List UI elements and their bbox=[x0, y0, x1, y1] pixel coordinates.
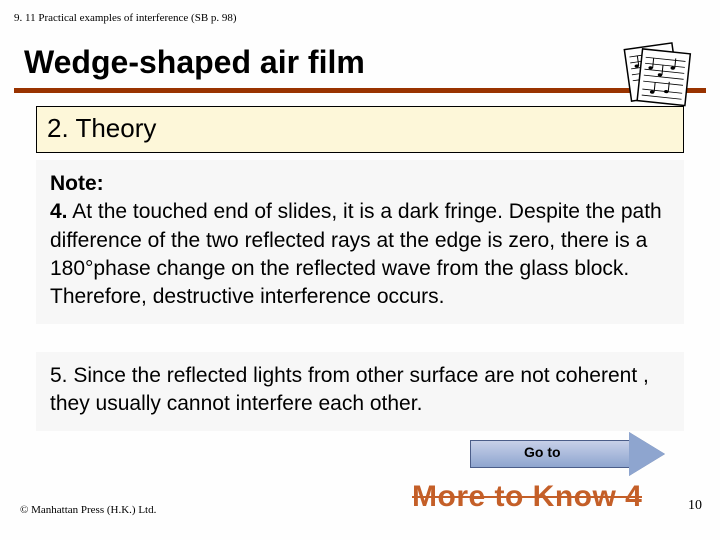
page-number: 10 bbox=[688, 498, 702, 514]
more-to-know-link[interactable]: More to Know 4 bbox=[412, 480, 642, 514]
strike-line bbox=[412, 496, 642, 498]
slide: 9. 11 Practical examples of interference… bbox=[0, 0, 720, 540]
note-label: Note: bbox=[50, 172, 104, 195]
note-5-box: 5. Since the reflected lights from other… bbox=[36, 352, 684, 431]
goto-label: Go to bbox=[524, 444, 561, 460]
note-4-box: Note: 4. At the touched end of slides, i… bbox=[36, 160, 684, 324]
note-4-number: 4. bbox=[50, 200, 68, 223]
chapter-reference: 9. 11 Practical examples of interference… bbox=[14, 12, 237, 24]
copyright-footer: © Manhattan Press (H.K.) Ltd. bbox=[20, 504, 156, 516]
title-underline bbox=[14, 88, 706, 93]
music-sheets-icon bbox=[606, 40, 698, 108]
note-5-number: 5. bbox=[50, 364, 68, 387]
note-4-text: At the touched end of slides, it is a da… bbox=[50, 200, 662, 308]
goto-arrow[interactable]: Go to bbox=[470, 432, 690, 476]
note-5-text: Since the reflected lights from other su… bbox=[50, 364, 649, 415]
slide-title: Wedge-shaped air film bbox=[24, 44, 365, 81]
arrow-head-icon bbox=[629, 432, 665, 476]
section-heading: 2. Theory bbox=[36, 106, 684, 153]
